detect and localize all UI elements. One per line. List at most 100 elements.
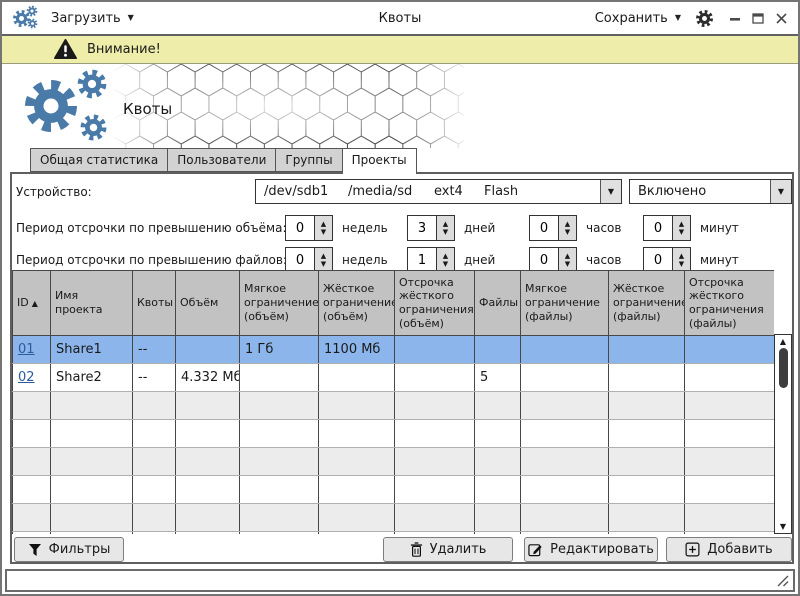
grace-volume-weeks-input[interactable] <box>285 215 315 241</box>
warning-triangle-icon <box>54 39 77 60</box>
spin-up-icon: ▲ <box>320 219 327 228</box>
grace-volume-minutes-input[interactable] <box>643 215 673 241</box>
scroll-down-icon: ▼ <box>779 521 787 531</box>
device-mountpoint: /media/sd <box>348 184 413 199</box>
spin-down-icon: ▼ <box>442 259 449 268</box>
column-header-files[interactable]: Файлы <box>474 270 521 336</box>
window-controls <box>728 11 788 25</box>
trash-icon <box>410 542 422 557</box>
grace-files-weeks-input[interactable] <box>285 247 315 273</box>
project-id-link[interactable]: 01 <box>18 342 35 357</box>
empty-row <box>12 391 774 420</box>
titlebar: Загрузить ▼ Квоты Сохранить ▼ <box>2 2 798 36</box>
spin-down-icon: ▼ <box>678 259 685 268</box>
quota-status-select[interactable]: Включено ▼ <box>629 179 792 204</box>
column-header-id[interactable]: ID ▲ <box>12 270 51 336</box>
plus-icon <box>685 542 700 557</box>
save-menu-label: Сохранить <box>594 10 668 26</box>
hexagon-pattern <box>112 64 464 148</box>
hero-section: Квоты <box>2 64 798 148</box>
filters-button[interactable]: Фильтры <box>14 537 124 562</box>
sort-asc-icon: ▲ <box>31 299 38 309</box>
empty-row <box>12 503 774 532</box>
device-select[interactable]: /dev/sdb1 /media/sd ext4 Flash ▼ <box>255 179 622 204</box>
grace-files-minutes-stepper: ▲▼ <box>643 247 691 273</box>
device-label: Устройство: <box>16 185 92 199</box>
grace-files-hours-input[interactable] <box>529 247 559 273</box>
grace-volume-hours-input[interactable] <box>529 215 559 241</box>
scrollbar-thumb[interactable] <box>778 348 788 388</box>
column-header-quotas[interactable]: Квоты <box>132 270 176 336</box>
minimize-button[interactable] <box>728 11 742 25</box>
days-unit-label: дней <box>464 221 496 235</box>
column-header-soft-volume[interactable]: Мягкое ограничение (объём) <box>239 270 319 336</box>
resize-grip[interactable] <box>775 573 790 588</box>
hours-unit-label: часов <box>586 253 622 267</box>
grace-volume-hours-spin-buttons[interactable]: ▲ ▼ <box>559 215 577 241</box>
column-header-grace-files[interactable]: Отсрочка жёсткого ограничения (файлы) <box>684 270 774 336</box>
grace-files-minutes-input[interactable] <box>643 247 673 273</box>
grace-files-hours-spin-buttons[interactable]: ▲ ▼ <box>559 247 577 273</box>
scroll-down-button[interactable]: ▼ <box>775 520 791 533</box>
spin-down-icon: ▼ <box>320 259 327 268</box>
grace-files-days-stepper: ▲▼ <box>407 247 455 273</box>
caret-down-icon: ▼ <box>777 187 785 196</box>
grace-volume-days-stepper: ▲▼ <box>407 215 455 241</box>
grace-files-days-input[interactable] <box>407 247 437 273</box>
table-row[interactable]: 02 Share2 -- 4.332 Мб 5 <box>12 363 774 392</box>
table-body: 01 Share1 -- 1 Гб 1100 Мб 02 <box>12 335 774 534</box>
close-button[interactable] <box>774 11 788 25</box>
edit-button[interactable]: Редактировать <box>524 537 658 562</box>
minutes-unit-label: минут <box>700 253 739 267</box>
close-icon <box>775 12 787 24</box>
grace-volume-days-input[interactable] <box>407 215 437 241</box>
column-header-soft-files[interactable]: Мягкое ограничение (файлы) <box>520 270 609 336</box>
table-row[interactable]: 01 Share1 -- 1 Гб 1100 Мб <box>12 335 774 364</box>
projects-panel: Устройство: /dev/sdb1 /media/sd ext4 Fla… <box>10 172 794 564</box>
tab-general-statistics[interactable]: Общая статистика <box>30 148 169 172</box>
quota-status-value: Включено <box>638 184 707 199</box>
tab-groups[interactable]: Группы <box>276 148 343 172</box>
column-header-volume[interactable]: Объём <box>175 270 240 336</box>
column-header-hard-volume[interactable]: Жёсткое ограничение (объём) <box>318 270 395 336</box>
grace-files-label: Период отсрочки по превышению файлов: <box>16 253 287 267</box>
projects-table: ID ▲ Имя проекта Квоты Объём Мягкое огран… <box>12 270 774 534</box>
grace-files-days-spin-buttons[interactable]: ▲ ▼ <box>437 247 455 273</box>
load-menu-button[interactable]: Загрузить ▼ <box>51 11 134 26</box>
page-title: Квоты <box>123 100 173 118</box>
vertical-scrollbar[interactable]: ▲ ▼ <box>774 334 792 534</box>
tab-users[interactable]: Пользователи <box>168 148 277 172</box>
days-unit-label: дней <box>464 253 496 267</box>
device-select-arrow-button[interactable]: ▼ <box>600 180 621 203</box>
settings-gear-icon[interactable] <box>695 9 714 28</box>
column-header-hard-files[interactable]: Жёсткое ограничение (файлы) <box>608 270 685 336</box>
edit-pencil-icon <box>528 544 542 557</box>
column-header-grace-volume[interactable]: Отсрочка жёсткого ограничения (объём) <box>394 270 475 336</box>
device-fs-type: ext4 <box>434 184 463 199</box>
delete-button[interactable]: Удалить <box>383 537 513 562</box>
table-header-row: ID ▲ Имя проекта Квоты Объём Мягкое огран… <box>12 270 774 336</box>
spin-down-icon: ▼ <box>564 259 571 268</box>
maximize-button[interactable] <box>751 11 765 25</box>
tab-projects[interactable]: Проекты <box>342 148 417 174</box>
device-name: Flash <box>484 184 519 199</box>
grace-volume-weeks-stepper: ▲▼ <box>285 215 333 241</box>
grace-volume-minutes-spin-buttons[interactable]: ▲ ▼ <box>673 215 691 241</box>
minutes-unit-label: минут <box>700 221 739 235</box>
tab-bar: Общая статистика Пользователи Группы Про… <box>30 148 417 174</box>
empty-row <box>12 531 774 534</box>
grace-volume-days-spin-buttons[interactable]: ▲ ▼ <box>437 215 455 241</box>
quota-status-arrow-button[interactable]: ▼ <box>770 180 791 203</box>
project-id-link[interactable]: 02 <box>18 370 35 385</box>
grace-volume-hours-stepper: ▲▼ <box>529 215 577 241</box>
column-header-project-name[interactable]: Имя проекта <box>50 270 133 336</box>
add-button[interactable]: Добавить <box>666 537 792 562</box>
device-path: /dev/sdb1 <box>264 184 329 199</box>
save-menu-button[interactable]: Сохранить ▼ <box>595 11 681 26</box>
scroll-up-button[interactable]: ▲ <box>775 335 791 348</box>
empty-row <box>12 419 774 448</box>
grace-volume-weeks-spin-buttons[interactable]: ▲ ▼ <box>315 215 333 241</box>
weeks-unit-label: недель <box>342 221 388 235</box>
status-bar <box>5 569 795 592</box>
